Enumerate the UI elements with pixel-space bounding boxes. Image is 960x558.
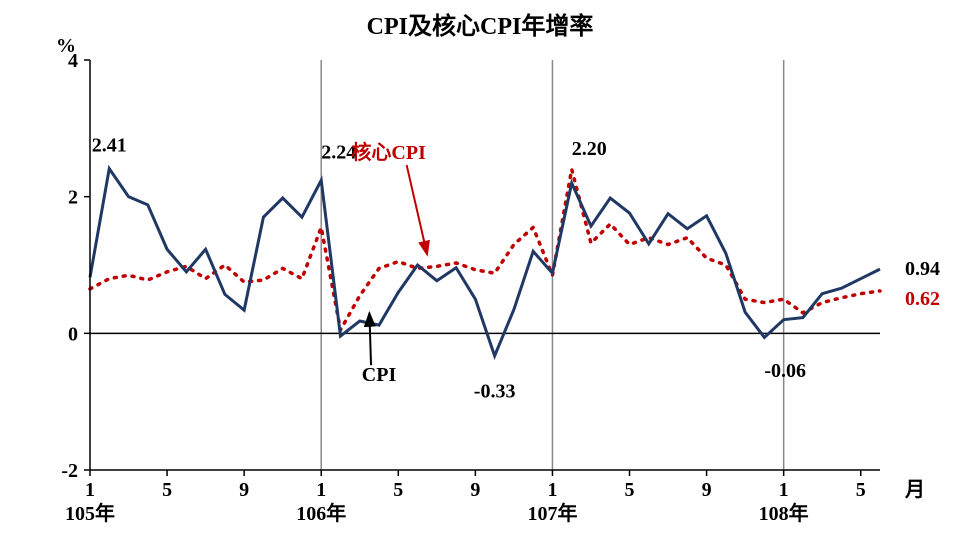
value-callout: 2.20	[572, 138, 607, 160]
value-callout: 0.94	[905, 258, 940, 280]
x-tick-label: 1	[85, 479, 95, 501]
chart-title: CPI及核心CPI年增率	[367, 12, 594, 40]
year-label: 105年	[65, 501, 115, 525]
x-tick-label: 9	[239, 479, 249, 501]
y-tick-label: 4	[68, 50, 78, 72]
x-tick-label: 1	[547, 479, 557, 501]
x-tick-label: 5	[162, 479, 172, 501]
year-label: 107年	[527, 501, 577, 525]
value-callout: 2.41	[92, 134, 127, 156]
series-label: 核心CPI	[351, 140, 426, 164]
value-callout: 0.62	[905, 288, 940, 310]
series-label: CPI	[362, 364, 397, 386]
cpi-chart: CPI及核心CPI年增率%-202415915915915月105年106年10…	[0, 0, 960, 558]
y-tick-label: -2	[61, 460, 78, 482]
y-tick-label: 2	[68, 187, 78, 209]
x-tick-label: 9	[470, 479, 480, 501]
year-label: 108年	[759, 501, 809, 525]
x-tick-label: 5	[393, 479, 403, 501]
value-callout: -0.33	[474, 380, 516, 402]
x-tick-label: 5	[856, 479, 866, 501]
x-axis-label: 月	[904, 479, 925, 501]
x-tick-label: 9	[702, 479, 712, 501]
x-tick-label: 5	[625, 479, 635, 501]
year-label: 106年	[296, 501, 346, 525]
value-callout: -0.06	[764, 360, 806, 382]
x-tick-label: 1	[316, 479, 326, 501]
y-tick-label: 0	[68, 323, 78, 345]
x-tick-label: 1	[779, 479, 789, 501]
